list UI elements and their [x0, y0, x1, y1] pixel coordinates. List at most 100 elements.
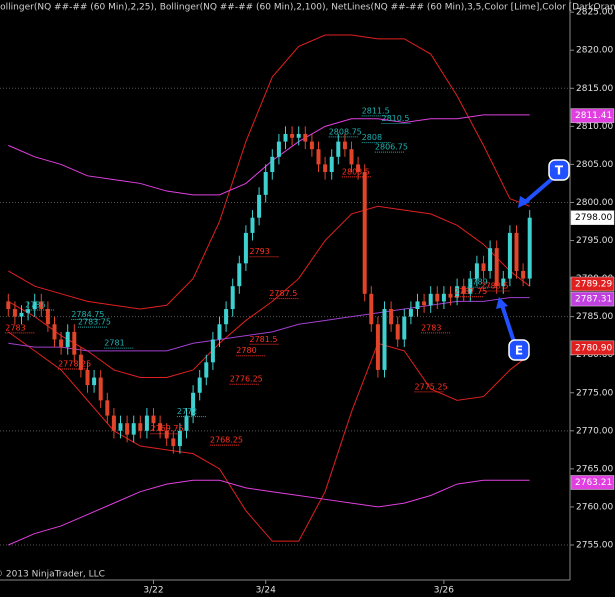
x-tick-label: 3/26 [434, 586, 454, 596]
net-line-label: 2781 [104, 339, 124, 348]
candle-body [19, 312, 24, 317]
candle-body [237, 263, 242, 287]
candle-body [144, 415, 149, 431]
arrow [500, 304, 516, 343]
net-line-label: 2772 [177, 407, 197, 416]
net-line-label: 2803.5 [342, 167, 370, 176]
net-line-label: 2783.75 [78, 318, 111, 327]
net-line-label: 2789 [467, 278, 487, 287]
y-tick-label: 2760.00 [576, 502, 613, 512]
candle-body [243, 232, 248, 264]
candle-body [481, 263, 486, 271]
x-tick-label: 3/24 [256, 586, 276, 596]
y-tick-label: 2775.00 [576, 388, 613, 398]
candle-body [422, 301, 427, 306]
candle-body [276, 141, 281, 157]
candle-body [448, 293, 453, 298]
annotation-label: T [555, 164, 564, 178]
annotation-box [508, 339, 530, 361]
indicator-header: Bollinger(NQ ##-## (60 Min),2,25), Bolli… [0, 3, 615, 13]
candle-body [428, 293, 433, 306]
candle-body [296, 133, 301, 138]
candle-body [230, 286, 235, 310]
candle-body [507, 232, 512, 279]
candle-body [12, 309, 17, 317]
net-line-label: 2769.75 [151, 424, 184, 433]
indicator-line [8, 34, 530, 310]
y-tick-label: 2815.00 [576, 84, 613, 94]
net-line-label: 2810.5 [382, 114, 410, 123]
candle-body [257, 194, 262, 218]
net-line-label: 2806.75 [375, 143, 408, 152]
candle-body [131, 423, 136, 435]
candle-body [316, 149, 321, 165]
candle-body [177, 430, 182, 447]
price-flag [570, 210, 615, 225]
net-line-label: 2778.25 [58, 360, 91, 369]
candle-body [356, 164, 361, 173]
candle-body [375, 324, 380, 370]
y-tick-label: 2805.00 [576, 160, 613, 170]
price-flag-label: 2780.90 [575, 343, 612, 353]
candle-body [184, 415, 189, 431]
indicator-line [8, 205, 531, 379]
y-tick-label: 2770.00 [576, 426, 613, 436]
candle-body [402, 316, 407, 340]
candle-body [105, 400, 110, 416]
annotation-t: T [518, 159, 570, 208]
y-tick-label: 2810.00 [576, 122, 613, 132]
candle-body [514, 232, 519, 271]
candle-body [309, 141, 314, 150]
candle-body [501, 278, 506, 287]
candle-body [6, 301, 11, 310]
annotation-label: E [515, 344, 523, 358]
candle-body [336, 141, 341, 157]
candle-body [435, 293, 440, 302]
indicator-line [8, 479, 530, 546]
copyright: © 2013 NinjaTrader, LLC [0, 570, 105, 580]
candle-body [191, 392, 196, 416]
x-tick-label: 3/22 [143, 586, 163, 596]
candle-body [389, 309, 394, 325]
candle-body [329, 156, 334, 173]
candle-body [415, 301, 420, 310]
net-line-label: 2768.25 [210, 436, 243, 445]
candle-body [78, 354, 83, 370]
net-line-label: 2776.25 [230, 375, 263, 384]
candle-body [111, 415, 116, 431]
candle-body [210, 339, 215, 363]
candle-body [349, 149, 354, 165]
candle-body [197, 377, 202, 393]
arrow [522, 176, 555, 205]
candle-body [151, 415, 156, 424]
net-line-label: 2793 [250, 247, 270, 256]
candle-body [369, 293, 374, 325]
candle-body [164, 430, 169, 439]
net-line-label: 2780 [236, 346, 256, 355]
y-tick-label: 2795.00 [576, 236, 613, 246]
candle-body [468, 278, 473, 294]
price-flag [570, 276, 615, 292]
price-flag-label: 2811.41 [575, 111, 612, 121]
y-tick-label: 2755.00 [576, 540, 613, 550]
candle-body [45, 309, 50, 325]
y-tick-label: 2820.00 [576, 46, 613, 56]
candle-body [224, 309, 229, 325]
candle-body [39, 301, 44, 310]
candle-body [65, 331, 70, 348]
candle-body [441, 293, 446, 302]
net-line-label: 2775.25 [415, 382, 448, 391]
price-flag-label: 2763.21 [575, 478, 612, 488]
candle-body [32, 301, 37, 310]
candle-body [52, 324, 57, 340]
candle-body [158, 423, 163, 431]
candle-body [283, 133, 288, 142]
candle-body [263, 172, 268, 195]
candle-body [290, 133, 295, 138]
price-flag [570, 108, 615, 123]
candle-body [474, 263, 479, 279]
candle-body [455, 286, 460, 298]
indicator-line [8, 297, 530, 352]
annotation-box [548, 159, 570, 181]
